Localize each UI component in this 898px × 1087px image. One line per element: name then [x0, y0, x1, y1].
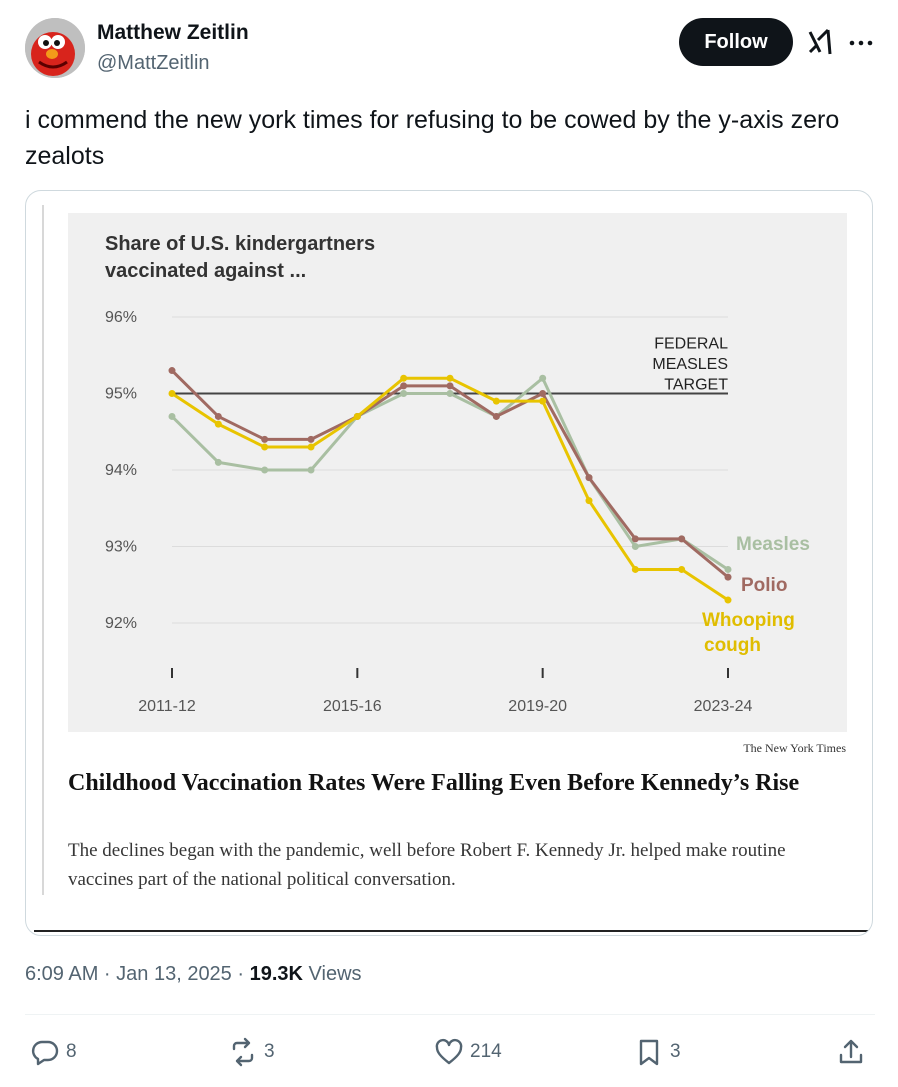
repost-count: 3 — [264, 1041, 275, 1062]
series-label-line2: cough — [704, 635, 761, 656]
chart-title-line1: Share of U.S. kindergartners — [105, 233, 375, 255]
views-label: Views — [302, 963, 362, 985]
data-point — [678, 565, 686, 573]
follow-button[interactable]: Follow — [679, 18, 793, 66]
series-label-whooping: Whooping — [702, 610, 795, 631]
tweet-timestamp[interactable]: 6:09 AM · Jan 13, 2025 · — [25, 963, 250, 985]
data-point — [214, 420, 222, 428]
chart-area: Share of U.S. kindergartners vaccinated … — [68, 213, 847, 732]
views-count: 19.3K — [249, 963, 303, 985]
source-credit: The New York Times — [743, 741, 846, 755]
tweet-text: i commend the new york times for refusin… — [25, 106, 840, 170]
data-point — [585, 474, 593, 482]
series-label-polio: Polio — [741, 575, 787, 596]
data-point — [400, 382, 408, 390]
data-point — [214, 412, 222, 420]
data-point — [631, 543, 639, 550]
y-tick-label: 93% — [105, 539, 137, 556]
data-point — [261, 443, 269, 451]
chart-title-line2: vaccinated against ... — [105, 260, 306, 282]
data-point — [585, 497, 593, 505]
vaccination-chart: Share of U.S. kindergartners vaccinated … — [105, 233, 810, 715]
data-point — [214, 458, 222, 466]
repost-button[interactable]: 3 — [228, 1036, 275, 1068]
bookmark-icon — [639, 1039, 659, 1066]
actions-divider — [25, 1014, 875, 1015]
data-point — [539, 397, 547, 405]
series-label-measles: Measles — [736, 534, 810, 555]
data-point — [400, 374, 408, 382]
data-point — [353, 412, 361, 420]
data-point — [261, 435, 269, 443]
data-point — [492, 412, 500, 420]
more-options-icon[interactable] — [846, 28, 876, 58]
author-name[interactable]: Matthew Zeitlin — [97, 21, 249, 44]
grok-icon[interactable] — [806, 26, 836, 58]
tweet-meta: 6:09 AM · Jan 13, 2025 · 19.3K Views — [25, 963, 362, 986]
data-point — [724, 596, 732, 604]
avatar[interactable] — [25, 18, 85, 78]
data-point — [446, 382, 454, 390]
heart-icon — [435, 1038, 463, 1065]
like-count: 214 — [470, 1041, 502, 1062]
data-point — [724, 573, 732, 581]
data-point — [631, 535, 639, 543]
y-tick-label: 92% — [105, 615, 137, 632]
data-point — [631, 565, 639, 573]
y-tick-label: 95% — [105, 386, 137, 403]
target-label-line: TARGET — [664, 377, 728, 394]
data-point — [168, 412, 176, 420]
share-icon — [839, 1039, 863, 1064]
y-tick-label: 96% — [105, 309, 137, 326]
data-point — [539, 374, 547, 382]
y-tick-label: 94% — [105, 462, 137, 479]
card-side-rule — [42, 205, 44, 895]
data-point — [400, 390, 408, 397]
data-point — [539, 390, 547, 397]
data-point — [307, 435, 315, 443]
data-point — [678, 535, 686, 543]
bookmark-button[interactable]: 3 — [634, 1036, 681, 1068]
avatar-image — [25, 18, 85, 78]
x-tick-label: 2019-20 — [508, 698, 567, 715]
data-point — [492, 397, 500, 405]
data-point — [307, 443, 315, 451]
author-handle[interactable]: @MattZeitlin — [97, 52, 210, 74]
data-point — [446, 390, 454, 397]
article-headline[interactable]: Childhood Vaccination Rates Were Falling… — [68, 770, 800, 796]
target-label-line: FEDERAL — [654, 336, 728, 353]
article-subhead: The declines began with the pandemic, we… — [68, 840, 786, 890]
reply-button[interactable]: 8 — [30, 1036, 77, 1068]
article-card[interactable]: Share of U.S. kindergartners vaccinated … — [25, 190, 873, 936]
like-button[interactable]: 214 — [434, 1036, 502, 1068]
card-bottom-rule — [34, 930, 872, 932]
series-line-whooping — [171, 376, 729, 602]
x-tick-label: 2011-12 — [138, 698, 196, 715]
bookmark-count: 3 — [670, 1041, 681, 1062]
data-point — [168, 390, 176, 397]
data-point — [168, 367, 176, 375]
x-tick-label: 2015-16 — [323, 698, 382, 715]
data-point — [724, 565, 732, 573]
reply-icon — [31, 1040, 59, 1066]
reply-count: 8 — [66, 1041, 77, 1062]
data-point — [446, 374, 454, 382]
series-line-measles — [170, 376, 729, 571]
data-point — [307, 466, 315, 474]
x-tick-label: 2023-24 — [694, 698, 753, 715]
target-label-line: MEASLES — [652, 356, 728, 373]
repost-icon — [232, 1037, 254, 1067]
share-button[interactable] — [836, 1036, 866, 1068]
data-point — [261, 466, 269, 474]
